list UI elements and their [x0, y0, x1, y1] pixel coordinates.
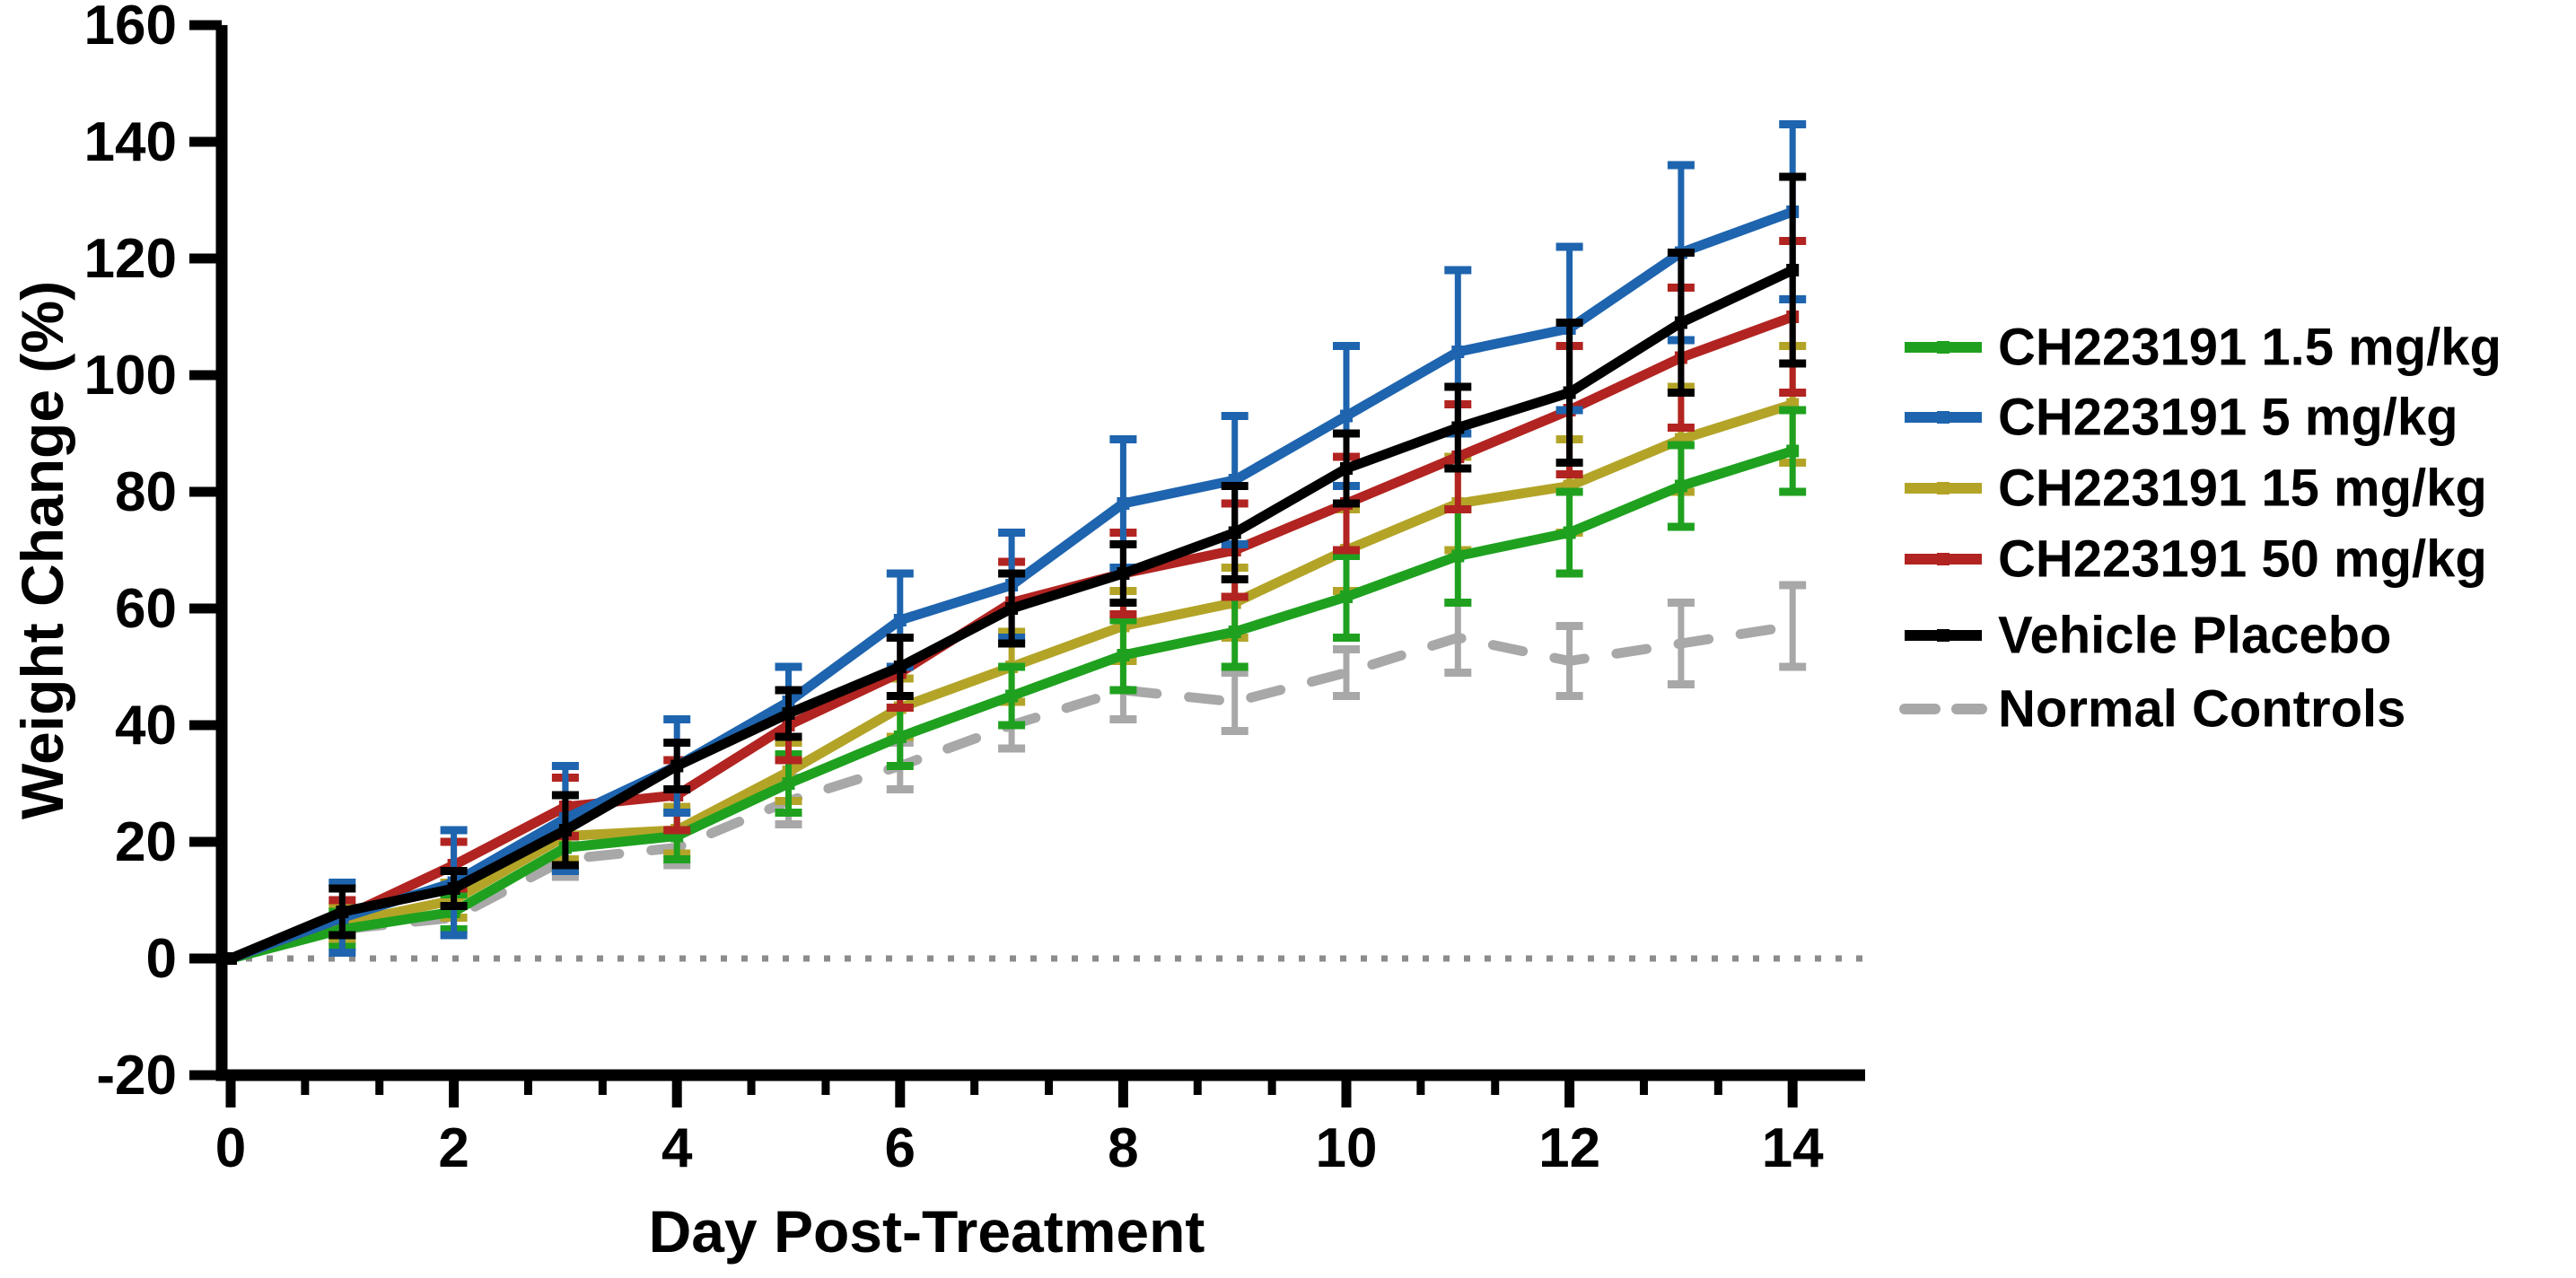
- x-tick-label: 12: [1538, 1117, 1600, 1179]
- y-tick-label: -20: [96, 1045, 177, 1107]
- data-point-marker: [893, 731, 907, 743]
- x-tick-label: 10: [1316, 1117, 1378, 1179]
- y-tick-label: 120: [84, 228, 177, 290]
- y-tick-label: 100: [84, 345, 177, 407]
- legend-label: CH223191 50 mg/kg: [1998, 530, 2487, 589]
- y-tick-label: 60: [115, 578, 177, 640]
- x-axis-title: Day Post-Treatment: [649, 1198, 1205, 1265]
- legend-label: Vehicle Placebo: [1998, 607, 2391, 665]
- legend-swatch-marker: [1937, 482, 1950, 495]
- data-point-marker: [1451, 421, 1465, 434]
- legend-item: Vehicle Placebo: [1905, 607, 2391, 665]
- legend-item: CH223191 15 mg/kg: [1905, 460, 2487, 518]
- data-point-marker: [1117, 497, 1130, 510]
- data-point-marker: [1228, 526, 1241, 539]
- data-point-marker: [558, 824, 572, 836]
- data-point-marker: [1340, 591, 1353, 603]
- x-tick-label: 0: [215, 1117, 246, 1179]
- data-point-marker: [1117, 567, 1130, 580]
- data-point-marker: [670, 759, 684, 773]
- legend-label: Normal Controls: [1998, 680, 2405, 739]
- legend-swatch-marker: [1937, 553, 1950, 565]
- data-point-marker: [1563, 526, 1576, 539]
- data-point-marker: [1340, 409, 1353, 423]
- legend-label: CH223191 5 mg/kg: [1998, 389, 2458, 447]
- data-point-marker: [1563, 386, 1576, 399]
- y-tick-label: 40: [115, 695, 177, 757]
- data-point-marker: [782, 777, 795, 790]
- series-vehicle-placebo: [224, 172, 1807, 965]
- data-point-marker: [1786, 444, 1800, 458]
- data-point-marker: [1228, 626, 1241, 638]
- x-tick-label: 8: [1108, 1117, 1138, 1179]
- y-tick-label: 140: [84, 111, 177, 173]
- legend-swatch-marker: [1937, 411, 1950, 424]
- data-point-marker: [893, 614, 907, 626]
- data-point-marker: [1451, 346, 1465, 358]
- x-tick-label: 2: [438, 1117, 469, 1179]
- data-point-marker: [1005, 602, 1019, 615]
- data-point-marker: [447, 882, 460, 895]
- data-point-marker: [1117, 649, 1130, 661]
- x-tick-label: 14: [1762, 1117, 1824, 1179]
- legend-swatch-marker: [1937, 341, 1950, 354]
- legend-item: CH223191 50 mg/kg: [1905, 530, 2487, 589]
- data-point-marker: [1340, 462, 1353, 475]
- y-tick-label: 0: [146, 928, 177, 990]
- legend-label: CH223191 1.5 mg/kg: [1998, 319, 2502, 377]
- data-point-marker: [336, 906, 349, 918]
- data-point-marker: [1005, 689, 1019, 703]
- y-tick-label: 80: [115, 461, 177, 523]
- legend-swatch-marker: [1937, 629, 1950, 642]
- legend-item: Normal Controls: [1899, 680, 2405, 739]
- legend-item: CH223191 1.5 mg/kg: [1905, 319, 2502, 377]
- data-point-marker: [1674, 316, 1687, 329]
- data-point-marker: [1786, 264, 1800, 276]
- data-point-marker: [1451, 549, 1465, 563]
- data-point-marker: [893, 661, 907, 673]
- x-tick-label: 4: [662, 1117, 693, 1179]
- x-tick-label: 6: [885, 1117, 916, 1179]
- data-point-marker: [782, 707, 795, 720]
- data-point-marker: [1674, 479, 1687, 493]
- y-axis-title: Weight Change (%): [9, 281, 75, 819]
- y-tick-label: 20: [115, 811, 177, 873]
- y-tick-label: 160: [84, 0, 177, 57]
- legend-item: CH223191 5 mg/kg: [1905, 389, 2458, 447]
- legend-label: CH223191 15 mg/kg: [1998, 460, 2487, 518]
